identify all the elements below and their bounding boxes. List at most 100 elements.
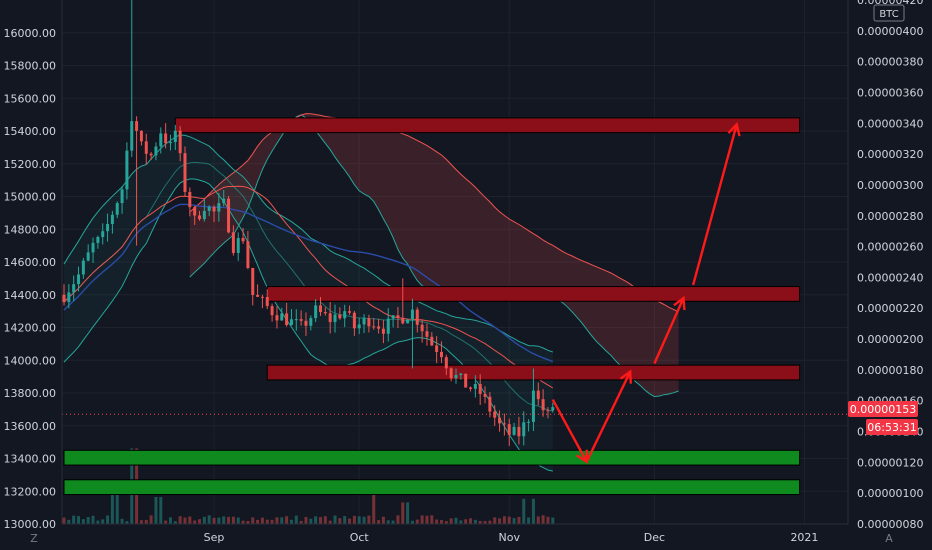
candle-body — [377, 326, 381, 329]
volume-bar — [333, 515, 337, 524]
right-price-axis[interactable]: 0.00000420 0.00000400 0.00000380 0.00000360… — [847, 0, 923, 531]
volume-bar — [183, 517, 187, 524]
resistance-zone[interactable] — [174, 117, 801, 134]
volume-bar — [207, 515, 211, 524]
projection-arrows[interactable] — [551, 121, 741, 464]
candle-body — [444, 357, 448, 369]
last-price-value: 0.00000153 — [850, 403, 916, 416]
volume-bar — [72, 515, 76, 524]
volume-bar — [91, 515, 95, 524]
volume-bar — [193, 520, 197, 524]
left-tick-label: 15000.00 — [4, 191, 57, 204]
volume-bar — [328, 520, 332, 524]
candle-body — [299, 319, 303, 321]
candle-body — [125, 150, 129, 190]
candle-body — [415, 309, 419, 325]
candle-body — [207, 206, 211, 211]
support-zone[interactable] — [63, 449, 801, 466]
volume-bar — [159, 497, 163, 524]
support-zone[interactable] — [63, 479, 801, 496]
volume-bar — [439, 520, 443, 524]
candle-body — [227, 198, 231, 233]
candle-body — [77, 274, 81, 285]
volume-bar — [415, 519, 419, 524]
candle-body — [110, 214, 114, 225]
volume-bar — [62, 517, 66, 524]
candle-body — [439, 351, 443, 358]
candle-body — [406, 319, 410, 324]
left-tick-label: 14200.00 — [4, 322, 57, 335]
time-axis[interactable]: Sep Oct Nov Dec 2021 — [62, 523, 848, 544]
right-tick-label: 0.00000260 — [857, 241, 923, 254]
footer-icons[interactable]: Z A — [30, 532, 893, 545]
candle-body — [309, 318, 313, 326]
candle-body — [536, 390, 540, 400]
volume-bar — [522, 498, 526, 524]
candle-body — [202, 210, 206, 220]
candle-body — [469, 387, 473, 389]
candle-body — [478, 384, 482, 394]
volume-bar — [323, 516, 327, 524]
volume-bar — [420, 515, 424, 524]
candle-body — [381, 328, 385, 334]
volume-bar — [377, 520, 381, 524]
resistance-zone[interactable] — [266, 286, 801, 302]
candle-body — [285, 313, 289, 326]
candle-body — [91, 242, 95, 253]
candle-body — [328, 313, 332, 323]
volume-bar — [231, 516, 235, 524]
volume-bar — [430, 515, 434, 524]
left-price-axis[interactable]: 16000.00 15800.00 15600.00 15400.00 15200.00… — [4, 0, 63, 531]
volume-bar — [372, 491, 376, 524]
candle-body — [314, 305, 318, 319]
candle-body — [343, 311, 347, 319]
cloud-fill — [189, 113, 679, 397]
candle-body — [86, 252, 90, 261]
projection-arrow[interactable] — [585, 371, 632, 463]
auto-scale-icon[interactable]: A — [885, 532, 893, 545]
projection-arrow[interactable] — [653, 297, 685, 365]
candle-body — [178, 130, 182, 154]
candle-body — [115, 203, 119, 215]
projection-arrow[interactable] — [691, 124, 738, 286]
candle-body — [173, 130, 177, 143]
candle-body — [522, 422, 526, 437]
volume-bar — [188, 516, 192, 524]
volume-bar — [512, 518, 516, 524]
candle-body — [357, 324, 361, 329]
candle-body — [154, 146, 158, 156]
candle-countdown: 06:53:31 — [867, 421, 916, 434]
volume-bar — [280, 517, 284, 524]
volume-bar — [541, 515, 545, 524]
volume-bar — [435, 519, 439, 524]
right-tick-label: 0.00000360 — [857, 86, 923, 99]
volume-bar — [406, 502, 410, 524]
left-tick-label: 15600.00 — [4, 92, 57, 105]
volume-bar — [343, 516, 347, 524]
projection-arrow[interactable] — [551, 398, 588, 463]
right-tick-label: 0.00000240 — [857, 271, 923, 284]
volume-bar — [178, 516, 182, 524]
candle-body — [246, 241, 250, 268]
left-tick-label: 14600.00 — [4, 256, 57, 269]
left-tick-label: 13800.00 — [4, 387, 57, 400]
candle-body — [410, 309, 414, 320]
candle-body — [198, 215, 202, 220]
volume-bar — [536, 516, 540, 524]
volume-bar — [110, 484, 114, 524]
candle-body — [401, 317, 405, 324]
candle-body — [512, 426, 516, 435]
volume-bar — [338, 518, 342, 524]
candle-body — [294, 319, 298, 321]
candle-body — [352, 312, 356, 329]
candle-body — [62, 294, 66, 303]
candle-body — [333, 314, 337, 323]
left-tick-label: 13000.00 — [4, 518, 57, 531]
right-tick-label: 0.00000120 — [857, 456, 923, 469]
timezone-icon[interactable]: Z — [30, 532, 38, 545]
candle-body — [430, 336, 434, 346]
right-tick-label: 0.00000180 — [857, 364, 923, 377]
candle-body — [338, 314, 342, 319]
